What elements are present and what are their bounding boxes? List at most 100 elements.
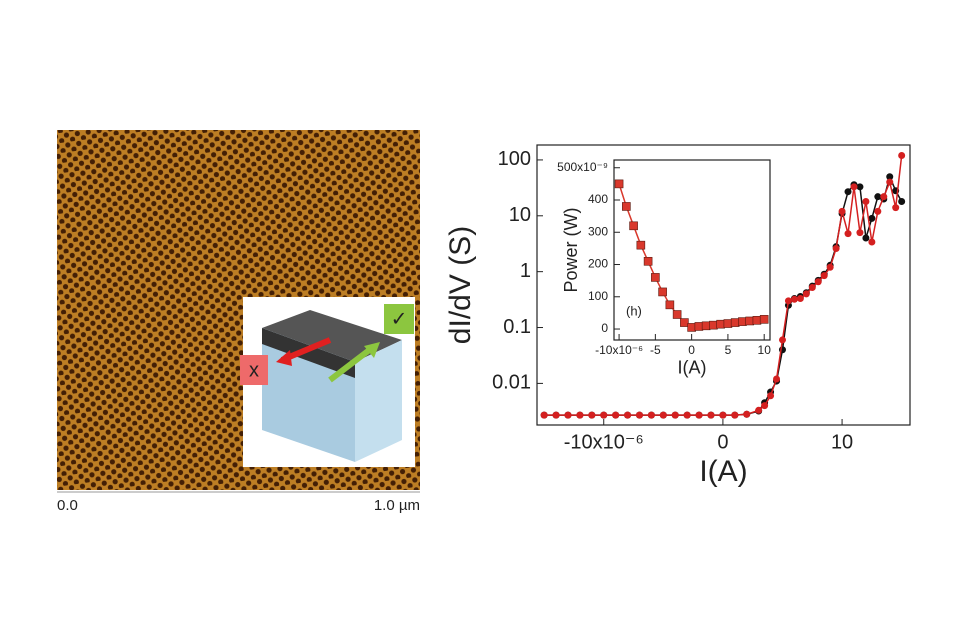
marker xyxy=(745,316,754,326)
y-tick-label: 400 xyxy=(588,192,608,206)
y-tick-label: 0.1 xyxy=(503,316,531,338)
x-axis-label: I(A) xyxy=(699,455,747,488)
marker xyxy=(808,284,816,292)
marker xyxy=(886,178,894,186)
marker xyxy=(755,406,763,414)
marker xyxy=(868,238,876,246)
marker xyxy=(844,188,852,196)
marker xyxy=(886,173,894,181)
marker xyxy=(814,278,822,286)
block-side xyxy=(355,340,402,462)
accept-label: ✓ xyxy=(391,308,408,330)
marker xyxy=(624,411,632,419)
marker xyxy=(694,322,704,331)
marker xyxy=(647,411,655,419)
marker xyxy=(680,318,689,327)
marker xyxy=(826,263,834,271)
marker xyxy=(687,323,696,332)
y-tick-label: 500x10⁻⁹ xyxy=(557,160,608,174)
afm-panel: 0.0 1.0 µm x ✓ xyxy=(57,130,420,514)
marker xyxy=(898,152,906,160)
marker xyxy=(552,411,560,419)
marker xyxy=(802,290,810,298)
x-tick-label: -10x10⁻⁶ xyxy=(595,343,643,357)
marker xyxy=(683,411,691,419)
marker xyxy=(695,411,703,419)
y-tick-label: 300 xyxy=(588,224,608,238)
y-tick-label: 200 xyxy=(588,257,608,271)
marker xyxy=(784,297,792,305)
marker xyxy=(759,315,769,324)
schematic-inset: x ✓ xyxy=(240,297,415,467)
marker xyxy=(856,229,864,237)
x-axis-label: I(A) xyxy=(678,358,707,378)
marker xyxy=(874,193,882,201)
x-tick-label: -10x10⁻⁶ xyxy=(564,431,644,453)
marker xyxy=(665,300,675,310)
marker xyxy=(651,273,660,282)
reject-box xyxy=(240,355,268,385)
marker xyxy=(635,411,643,419)
plot-frame xyxy=(613,159,771,341)
y-tick-label: 100 xyxy=(498,148,531,170)
marker xyxy=(850,183,858,191)
y-tick-label: 1 xyxy=(520,260,531,282)
marker xyxy=(796,295,804,303)
reject-label: x xyxy=(249,359,259,381)
marker xyxy=(752,316,762,325)
marker xyxy=(868,214,876,222)
marker xyxy=(707,411,715,419)
marker xyxy=(723,319,733,328)
marker xyxy=(790,295,798,303)
arrow-red-head xyxy=(276,350,292,366)
marker xyxy=(636,240,646,250)
marker xyxy=(629,221,638,231)
marker xyxy=(600,411,608,419)
marker xyxy=(709,320,718,330)
marker xyxy=(832,244,840,252)
x-tick-label: 5 xyxy=(725,343,732,357)
marker xyxy=(701,321,711,331)
y-tick-label: 0 xyxy=(601,321,608,335)
marker xyxy=(731,411,739,419)
y-axis-label: dI/dV (S) xyxy=(444,226,477,344)
arrow-green xyxy=(328,345,374,383)
marker xyxy=(773,375,781,383)
x-tick-label: 0 xyxy=(688,343,695,357)
x-tick-label: 10 xyxy=(831,431,853,453)
marker xyxy=(743,410,751,418)
marker xyxy=(614,179,624,189)
marker xyxy=(874,207,882,215)
y-tick-label: 10 xyxy=(509,204,531,226)
arrow-green-head xyxy=(364,342,380,358)
scale-label: 0.0 xyxy=(57,497,78,514)
marker xyxy=(588,411,596,419)
annotation: (h) xyxy=(626,303,642,318)
marker xyxy=(659,411,667,419)
marker xyxy=(856,183,864,191)
accept-box xyxy=(384,304,414,334)
marker xyxy=(672,310,682,319)
marker xyxy=(671,411,679,419)
x-tick-label: -5 xyxy=(650,343,661,357)
marker xyxy=(643,256,653,266)
marker xyxy=(880,193,888,201)
y-tick-label: 100 xyxy=(588,289,608,303)
marker xyxy=(738,317,747,326)
marker xyxy=(612,411,620,419)
marker xyxy=(898,198,906,206)
x-tick-label: 0 xyxy=(717,431,728,453)
marker xyxy=(838,207,846,215)
y-tick-label: 0.01 xyxy=(492,372,531,394)
marker xyxy=(564,411,572,419)
block-layer xyxy=(262,328,355,378)
marker xyxy=(862,198,870,206)
marker xyxy=(862,234,870,242)
marker xyxy=(767,392,775,400)
marker xyxy=(622,202,631,211)
marker xyxy=(719,411,727,419)
scale-label: 1.0 µm xyxy=(374,497,420,514)
marker xyxy=(576,411,584,419)
marker xyxy=(658,287,667,297)
